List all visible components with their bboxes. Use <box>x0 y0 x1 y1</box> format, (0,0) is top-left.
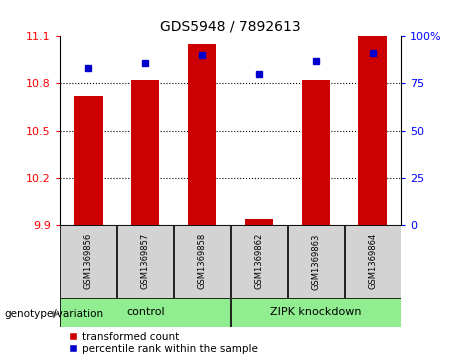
Bar <box>174 225 230 298</box>
Text: genotype/variation: genotype/variation <box>5 309 104 319</box>
Text: GSM1369858: GSM1369858 <box>198 233 207 289</box>
Bar <box>231 225 287 298</box>
Bar <box>118 225 173 298</box>
Bar <box>74 96 102 225</box>
Legend: transformed count, percentile rank within the sample: transformed count, percentile rank withi… <box>65 327 262 358</box>
Text: GSM1369856: GSM1369856 <box>84 233 93 289</box>
Text: GSM1369857: GSM1369857 <box>141 233 150 289</box>
Text: control: control <box>126 307 165 317</box>
Text: GSM1369864: GSM1369864 <box>368 233 377 289</box>
Bar <box>60 298 230 327</box>
Bar <box>301 80 330 225</box>
Bar <box>231 298 401 327</box>
Bar <box>358 36 387 225</box>
Text: GSM1369863: GSM1369863 <box>311 233 320 290</box>
Title: GDS5948 / 7892613: GDS5948 / 7892613 <box>160 20 301 34</box>
Text: GSM1369862: GSM1369862 <box>254 233 263 289</box>
Bar <box>131 80 160 225</box>
Bar <box>288 225 343 298</box>
Bar <box>345 225 401 298</box>
Bar <box>188 44 216 225</box>
Bar <box>60 225 116 298</box>
Bar <box>245 219 273 225</box>
Text: ZIPK knockdown: ZIPK knockdown <box>270 307 361 317</box>
